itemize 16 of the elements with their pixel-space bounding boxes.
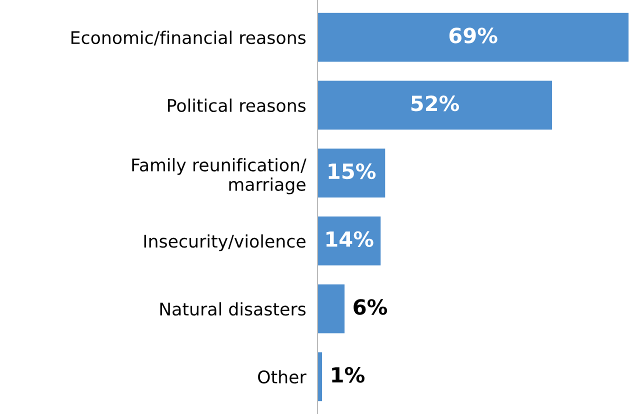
data-label: 15%	[328, 163, 376, 180]
data-label: 1%	[332, 366, 364, 383]
bar	[318, 284, 345, 334]
y-tick-label: Family reunification/ marriage	[132, 158, 306, 194]
data-label: 52%	[411, 95, 460, 112]
bar	[318, 80, 552, 130]
y-tick-label: Political reasons	[168, 98, 306, 112]
data-label: 69%	[449, 28, 498, 44]
data-label: 6%	[354, 299, 388, 315]
bar	[318, 148, 386, 198]
data-label: 14%	[326, 231, 374, 247]
y-tick-label: Economic/financial reasons	[71, 30, 306, 46]
y-tick-label: Other	[258, 370, 306, 384]
y-tick-label: Natural disasters	[160, 302, 306, 316]
y-tick-label: Insecurity/violence	[144, 234, 306, 252]
bar	[318, 12, 629, 62]
